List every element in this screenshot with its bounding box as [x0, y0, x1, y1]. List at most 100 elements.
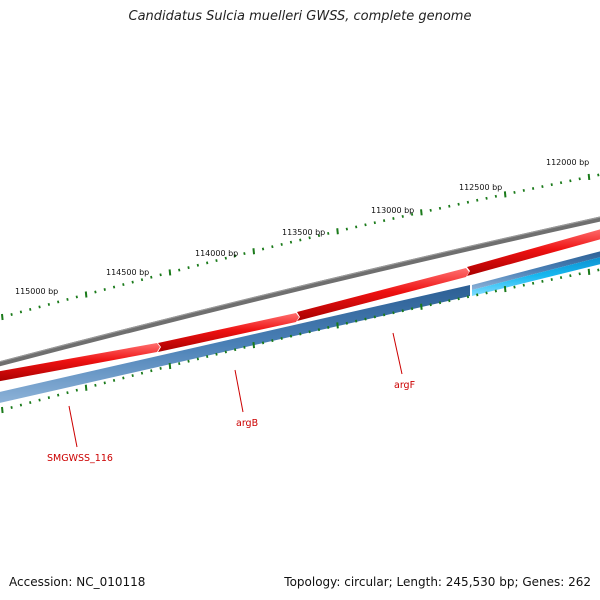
- outer-tick-39: [364, 223, 367, 227]
- outer-tick-52: [485, 196, 488, 200]
- map-title: Candidatus Sulcia muelleri GWSS, complet…: [128, 9, 472, 24]
- outer-tick-4: [38, 305, 41, 309]
- scale-label-113000: 113000 bp: [371, 206, 414, 215]
- scale-ticks-outer: [1, 173, 600, 321]
- outer-tick-8: [75, 295, 78, 299]
- inner-tick-21: [196, 357, 200, 361]
- outer-tick-24: [224, 256, 227, 260]
- outer-tick-35: [327, 231, 330, 235]
- outer-tick-15: [140, 278, 144, 282]
- inner-tick-4: [38, 398, 41, 402]
- inner-tick-32: [299, 332, 302, 336]
- inner-tick-15: [140, 371, 144, 375]
- outer-tick-50: [466, 200, 470, 204]
- gene-label-argb: argB: [236, 418, 258, 429]
- inner-tick-25: [233, 348, 237, 352]
- inner-tick-49: [457, 297, 460, 301]
- inner-tick-0: [1, 406, 4, 414]
- outer-tick-59: [550, 183, 553, 187]
- outer-tick-26: [243, 252, 246, 256]
- outer-tick-38: [354, 225, 358, 229]
- inner-tick-14: [131, 374, 134, 378]
- reverse-gene-1: [0, 285, 470, 403]
- outer-tick-42: [392, 217, 395, 220]
- outer-tick-29: [271, 245, 274, 249]
- outer-tick-34: [317, 234, 321, 238]
- inner-tick-59: [550, 278, 553, 281]
- outer-tick-60: [559, 181, 563, 185]
- outer-tick-28: [261, 247, 265, 251]
- genome-backbone: [0, 216, 600, 367]
- outer-tick-55: [513, 190, 516, 194]
- inner-tick-35: [327, 326, 330, 329]
- inner-tick-23: [215, 352, 218, 356]
- outer-tick-41: [382, 219, 386, 223]
- outer-tick-27: [252, 248, 256, 255]
- outer-tick-46: [429, 208, 432, 212]
- inner-tick-24: [224, 350, 227, 354]
- inner-tick-17: [159, 366, 162, 370]
- leader-smgwss-116: [68, 405, 78, 448]
- outer-tick-16: [150, 275, 153, 279]
- leader-argf: [392, 332, 403, 375]
- outer-tick-53: [494, 194, 498, 198]
- outer-tick-47: [438, 206, 442, 210]
- inner-tick-56: [522, 283, 525, 287]
- inner-tick-16: [150, 369, 153, 373]
- outer-tick-1: [10, 313, 13, 316]
- scale-label-113500: 113500 bp: [282, 228, 325, 237]
- inner-tick-58: [541, 279, 544, 283]
- outer-tick-56: [522, 188, 525, 192]
- inner-tick-57: [531, 281, 535, 285]
- outer-tick-17: [159, 273, 162, 277]
- outer-tick-31: [289, 240, 293, 244]
- inner-tick-29: [271, 339, 274, 343]
- inner-tick-42: [392, 311, 395, 315]
- outer-tick-25: [233, 254, 237, 258]
- outer-tick-36: [336, 228, 339, 235]
- outer-tick-21: [196, 263, 200, 267]
- inner-tick-50: [466, 295, 470, 299]
- inner-tick-63: [587, 268, 591, 275]
- forward-gene-4: [467, 229, 600, 276]
- outer-tick-37: [345, 227, 349, 231]
- inner-tick-8: [75, 388, 78, 392]
- reverse-gene-2: [472, 251, 600, 290]
- scale-labels: 115000 bp 114500 bp 114000 bp 113500 bp …: [15, 158, 589, 296]
- leader-argb: [234, 369, 244, 413]
- inner-tick-13: [122, 376, 125, 380]
- outer-tick-54: [503, 191, 507, 198]
- inner-tick-31: [289, 334, 293, 338]
- outer-tick-64: [597, 173, 600, 177]
- outer-tick-5: [47, 302, 51, 306]
- genome-summary-text: Topology: circular; Length: 245,530 bp; …: [284, 575, 591, 589]
- outer-tick-3: [29, 308, 32, 311]
- gene-label-argf: argF: [394, 380, 415, 391]
- outer-tick-2: [19, 310, 23, 314]
- inner-tick-7: [66, 391, 69, 395]
- outer-tick-30: [280, 243, 283, 246]
- inner-tick-46: [429, 303, 432, 307]
- inner-tick-18: [168, 362, 172, 370]
- inner-tick-10: [94, 383, 97, 387]
- inner-tick-41: [382, 313, 386, 317]
- inner-tick-43: [401, 309, 404, 313]
- outer-tick-10: [94, 290, 97, 294]
- inner-tick-53: [494, 289, 498, 293]
- outer-tick-14: [131, 280, 134, 284]
- outer-tick-63: [587, 173, 591, 181]
- scale-label-112500: 112500 bp: [459, 183, 502, 192]
- outer-tick-49: [457, 202, 460, 206]
- inner-tick-1: [10, 406, 13, 409]
- inner-tick-62: [578, 272, 581, 276]
- outer-tick-51: [476, 198, 479, 202]
- outer-tick-19: [178, 268, 181, 272]
- inner-tick-44: [410, 307, 414, 311]
- forward-gene-2: [158, 313, 299, 352]
- outer-tick-40: [373, 221, 376, 225]
- gene-label-leaders: [68, 332, 403, 448]
- outer-tick-18: [168, 269, 172, 276]
- gene-label-smgwss-116: SMGWSS_116: [47, 453, 113, 464]
- inner-tick-22: [205, 355, 209, 359]
